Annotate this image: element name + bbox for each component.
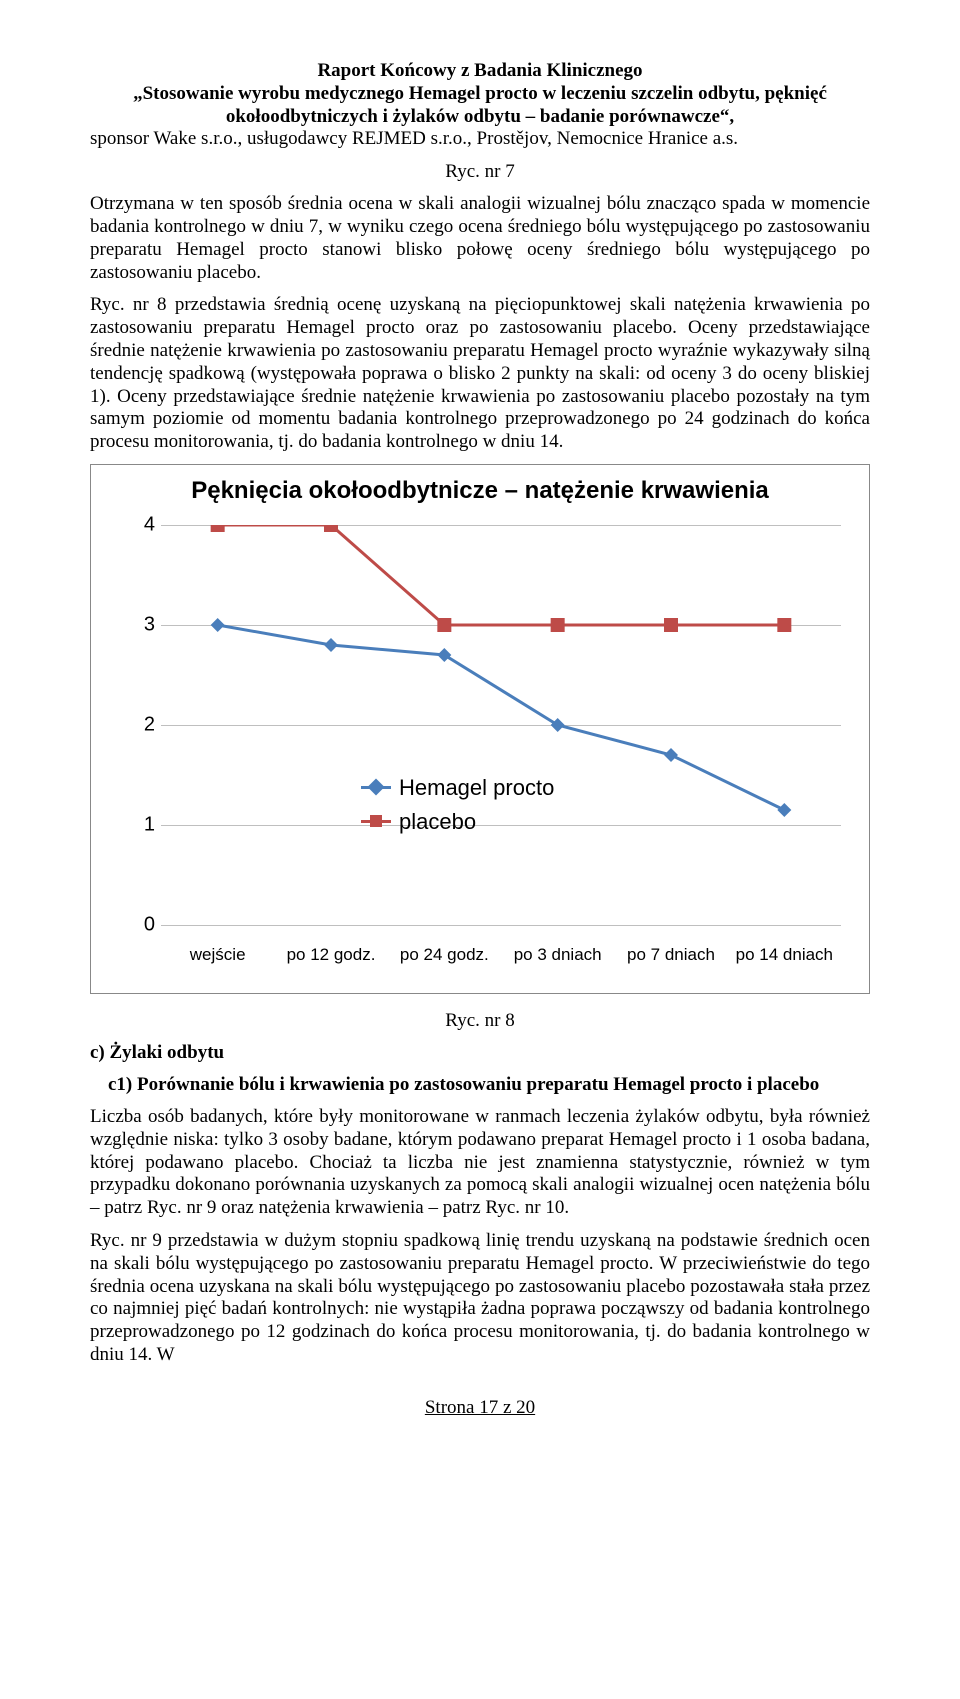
figure-8-caption: Ryc. nr 8 <box>90 1010 870 1032</box>
series-marker <box>664 618 678 632</box>
y-tick-label: 3 <box>131 613 155 636</box>
x-tick-label: po 14 dniach <box>736 945 833 965</box>
gridline <box>161 925 841 926</box>
series-marker <box>324 525 338 532</box>
y-tick-label: 0 <box>131 913 155 936</box>
page-footer: Strona 17 z 20 <box>90 1397 870 1419</box>
report-header: Raport Końcowy z Badania Klinicznego „St… <box>90 60 870 151</box>
legend-label: placebo <box>399 809 476 835</box>
series-marker <box>211 525 225 532</box>
paragraph-4: Ryc. nr 9 przedstawia w dużym stopniu sp… <box>90 1230 870 1367</box>
series-marker <box>324 638 338 652</box>
page: Raport Końcowy z Badania Klinicznego „St… <box>0 0 960 1459</box>
x-tick-label: po 24 godz. <box>400 945 489 965</box>
series-marker <box>437 618 451 632</box>
series-marker <box>437 648 451 662</box>
legend-label: Hemagel procto <box>399 775 554 801</box>
paragraph-2: Ryc. nr 8 przedstawia średnią ocenę uzys… <box>90 294 870 454</box>
series-marker <box>551 618 565 632</box>
chart-title: Pęknięcia okołoodbytnicze – natężenie kr… <box>91 465 869 505</box>
report-subtitle: „Stosowanie wyrobu medycznego Hemagel pr… <box>133 83 827 127</box>
y-tick-label: 4 <box>131 513 155 536</box>
report-title: Raport Końcowy z Badania Klinicznego <box>317 60 642 81</box>
y-tick-label: 1 <box>131 813 155 836</box>
paragraph-3: Liczba osób badanych, które były monitor… <box>90 1106 870 1220</box>
chart-lines-svg <box>161 525 841 925</box>
bleeding-chart: Pęknięcia okołoodbytnicze – natężenie kr… <box>90 464 870 994</box>
report-sponsor: sponsor Wake s.r.o., usługodawcy REJMED … <box>90 128 870 151</box>
series-marker <box>551 718 565 732</box>
series-line <box>218 525 785 625</box>
legend-item: placebo <box>361 809 554 835</box>
x-tick-label: po 3 dniach <box>514 945 602 965</box>
section-c-heading: c) Żylaki odbytu <box>90 1042 870 1064</box>
series-marker <box>211 618 225 632</box>
x-tick-label: wejście <box>190 945 246 965</box>
x-tick-label: po 7 dniach <box>627 945 715 965</box>
x-tick-label: po 12 godz. <box>287 945 376 965</box>
figure-7-caption: Ryc. nr 7 <box>90 161 870 183</box>
series-marker <box>777 618 791 632</box>
section-c1-heading: c1) Porównanie bólu i krwawienia po zast… <box>90 1074 870 1096</box>
chart-legend: Hemagel procto placebo <box>361 775 554 835</box>
legend-item: Hemagel procto <box>361 775 554 801</box>
series-marker <box>664 748 678 762</box>
chart-plot-area: Hemagel procto placebo <box>161 525 841 925</box>
paragraph-1: Otrzymana w ten sposób średnia ocena w s… <box>90 193 870 284</box>
series-marker <box>777 803 791 817</box>
y-tick-label: 2 <box>131 713 155 736</box>
